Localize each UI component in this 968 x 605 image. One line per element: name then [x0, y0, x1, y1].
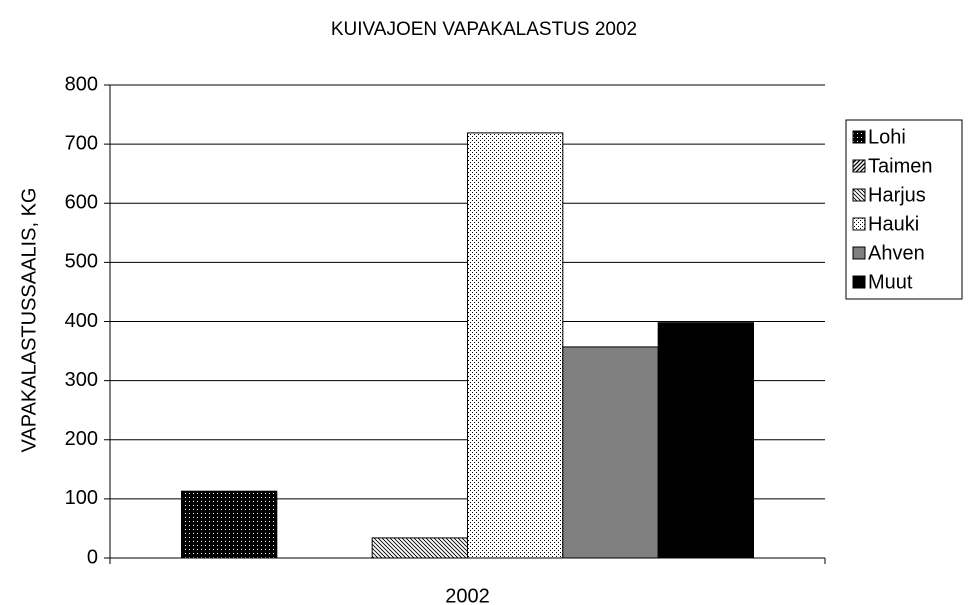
- y-tick-label: 100: [65, 487, 98, 509]
- legend-swatch: [852, 246, 866, 260]
- legend-swatch: [852, 188, 866, 202]
- legend-label: Harjus: [868, 184, 926, 206]
- x-tick-label: 2002: [445, 585, 490, 605]
- legend-label: Hauki: [868, 213, 919, 235]
- legend-label: Lohi: [868, 126, 906, 148]
- bar: [657, 322, 755, 559]
- y-tick-label: 800: [65, 73, 98, 95]
- bar: [467, 132, 564, 559]
- bar: [371, 537, 468, 559]
- y-tick-label: 700: [65, 132, 98, 154]
- bar: [562, 346, 659, 559]
- legend-swatch: [852, 217, 866, 231]
- y-tick-label: 0: [87, 546, 98, 568]
- y-tick-label: 500: [65, 251, 98, 273]
- legend-swatch: [852, 159, 866, 173]
- legend-label: Ahven: [868, 242, 925, 264]
- y-axis-label: VAPAKALASTUSSAALIS, KG: [18, 188, 40, 453]
- legend-label: Muut: [868, 271, 913, 293]
- y-tick-label: 200: [65, 428, 98, 450]
- y-tick-label: 400: [65, 310, 98, 332]
- chart-title: KUIVAJOEN VAPAKALASTUS 2002: [331, 19, 637, 40]
- legend-label: Taimen: [868, 155, 932, 177]
- legend-box: [845, 119, 963, 300]
- y-tick-label: 600: [65, 192, 98, 214]
- bar: [181, 490, 278, 559]
- legend-swatch: [852, 130, 866, 144]
- legend-swatch: [852, 275, 866, 289]
- y-tick-label: 300: [65, 369, 98, 391]
